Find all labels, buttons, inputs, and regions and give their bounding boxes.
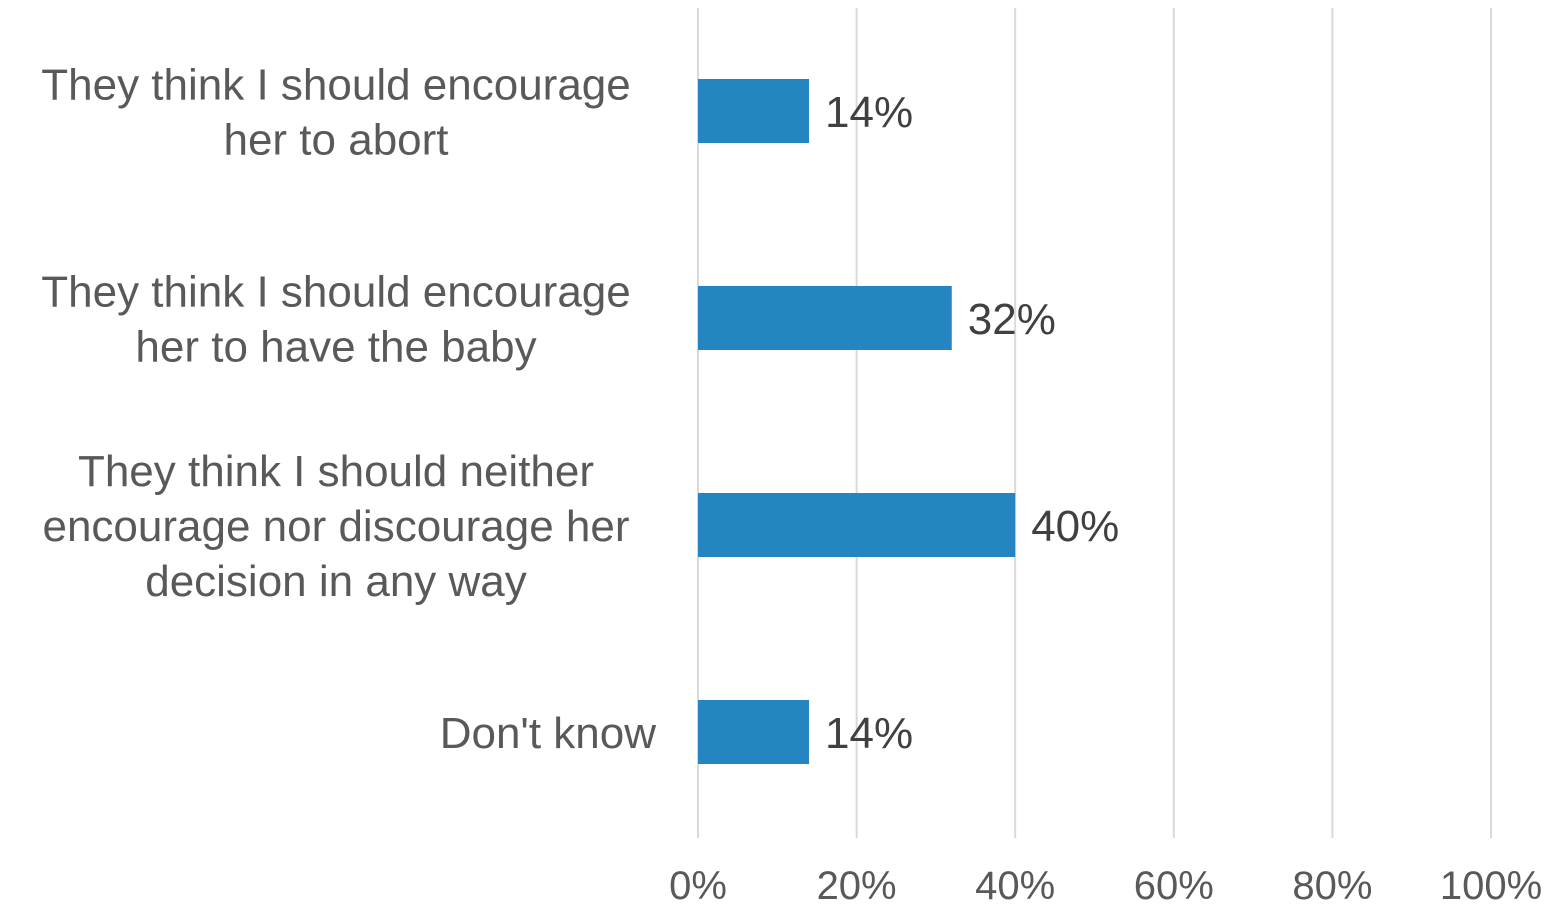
x-tick-label: 40% — [975, 864, 1055, 904]
x-tick-label: 80% — [1292, 864, 1372, 904]
x-tick-label: 100% — [1440, 864, 1542, 904]
category-label-line: decision in any way — [145, 557, 527, 606]
bar — [698, 700, 810, 764]
x-axis-tick-labels: 0% 20% 40% 60% 80% 100% — [669, 864, 1542, 904]
category-label-line: They think I should encourage — [41, 61, 631, 110]
category-label: They think I should encourage her to abor… — [41, 61, 631, 165]
category-label-line: They think I should neither — [78, 447, 594, 496]
data-label: 40% — [1031, 502, 1119, 551]
category-label: They think I should neither encourage nor… — [42, 447, 629, 606]
data-label: 14% — [825, 709, 913, 758]
bar — [698, 493, 1016, 557]
category-label-line: encourage nor discourage her — [42, 502, 629, 551]
bars — [698, 79, 1016, 764]
category-label: Don't know — [440, 709, 657, 758]
bar — [698, 79, 810, 143]
category-label-line: They think I should encourage — [41, 268, 631, 317]
bar — [698, 286, 952, 350]
data-labels: 14% 32% 40% 14% — [825, 88, 1119, 758]
x-tick-label: 20% — [817, 864, 897, 904]
x-tick-label: 0% — [669, 864, 727, 904]
data-label: 14% — [825, 88, 913, 137]
category-labels: They think I should encourage her to abor… — [41, 61, 656, 759]
category-label-line: Don't know — [440, 709, 657, 758]
category-label-line: her to have the baby — [135, 323, 536, 372]
gridlines — [697, 8, 1492, 838]
category-label-line: her to abort — [223, 116, 448, 165]
data-label: 32% — [968, 295, 1056, 344]
category-label: They think I should encourage her to have… — [41, 268, 631, 372]
x-tick-label: 60% — [1134, 864, 1214, 904]
